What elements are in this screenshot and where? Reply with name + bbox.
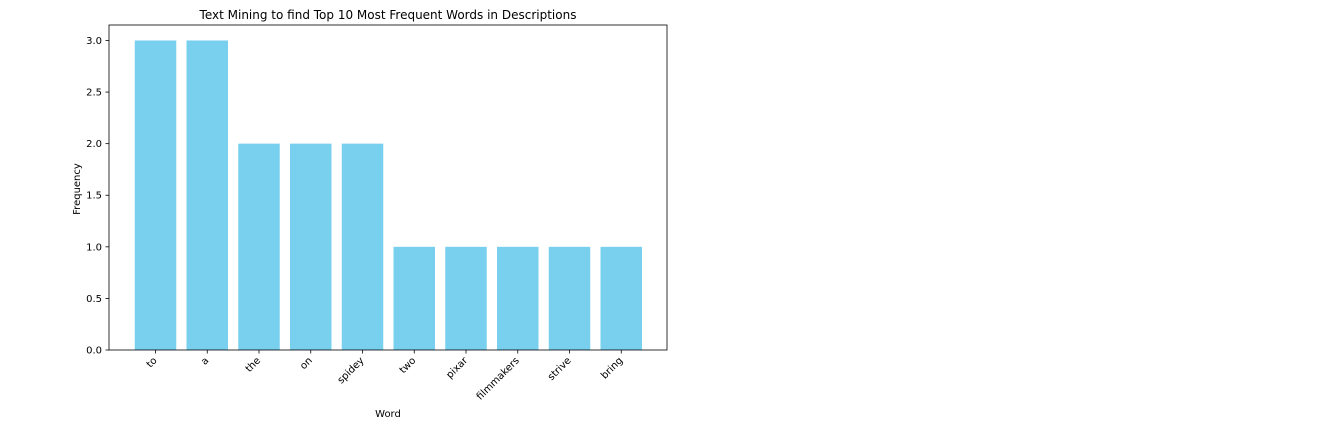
y-tick-label-0.0: 0.0	[86, 346, 102, 357]
y-tick-label-1.0: 1.0	[86, 242, 102, 253]
bar-on	[290, 143, 332, 350]
y-tick-label-0.5: 0.5	[86, 294, 102, 305]
chart-title: Text Mining to find Top 10 Most Frequent…	[199, 8, 577, 22]
x-tick-label-on: on	[298, 355, 315, 372]
x-tick-label-bring: bring	[599, 355, 625, 381]
y-tick-label-2.0: 2.0	[86, 139, 102, 150]
x-tick-label-spidey: spidey	[336, 355, 367, 386]
y-axis: 0.0 0.5 1.0 1.5 2.0 2.5 3.0	[86, 36, 109, 357]
x-tick-label-the: the	[244, 355, 263, 374]
bar-two	[393, 246, 435, 350]
x-tick-label-a: a	[199, 355, 211, 367]
plot-area: 0.0 0.5 1.0 1.5 2.0 2.5 3.0 to a the on spidey two p…	[86, 24, 668, 402]
x-axis-label: Word	[375, 409, 401, 420]
bar-strive	[548, 246, 591, 350]
bar-filmmakers	[497, 246, 539, 350]
bar-spidey	[341, 143, 384, 350]
x-axis: to a the on spidey two pixar filmmakers strive br…	[145, 350, 625, 402]
x-tick-label-filmmakers: filmmakers	[475, 355, 522, 402]
x-tick-label-pixar: pixar	[444, 355, 470, 381]
y-axis-label: Frequency	[72, 163, 83, 215]
bar-the	[238, 143, 280, 350]
bars-group	[134, 40, 642, 350]
bar-pixar	[445, 246, 487, 350]
plot-frame	[108, 24, 668, 351]
x-tick-label-strive: strive	[546, 355, 574, 383]
x-tick-label-to: to	[145, 355, 160, 370]
bar-bring	[600, 246, 642, 350]
x-tick-label-two: two	[398, 355, 419, 376]
y-tick-label-2.5: 2.5	[86, 88, 102, 99]
y-tick-label-1.5: 1.5	[86, 191, 102, 202]
y-tick-label-3.0: 3.0	[86, 36, 102, 47]
bar-a	[186, 40, 228, 350]
bar-to	[134, 40, 177, 350]
